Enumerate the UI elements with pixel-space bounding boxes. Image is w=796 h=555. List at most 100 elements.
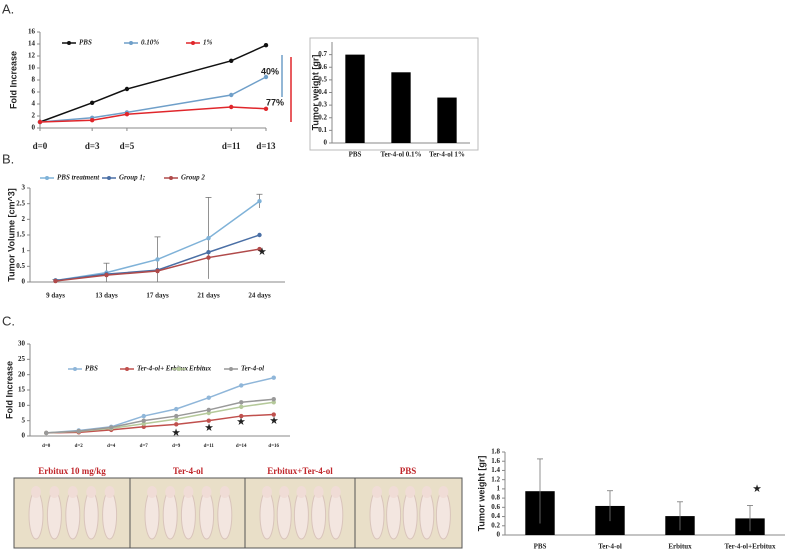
mouse: [293, 490, 309, 540]
y-tick-label: 2: [22, 215, 26, 223]
mouse: [28, 490, 44, 540]
x-tick-label: d=16: [268, 444, 279, 449]
x-tick-label: 17 days: [146, 292, 169, 300]
mouse: [311, 490, 327, 540]
data-point: [229, 58, 234, 63]
y-tick-label: 5: [22, 416, 26, 424]
y-axis-label: Fold Increase: [4, 361, 14, 419]
photos: [13, 477, 463, 549]
legend-label: 1%: [203, 39, 213, 47]
legend-marker: [229, 367, 233, 371]
data-point: [141, 424, 146, 429]
y-tick-label: 30: [18, 340, 26, 348]
x-tick-label: Ter-4-ol 0.1%: [380, 151, 421, 159]
annotation: 77%: [266, 97, 284, 107]
data-point: [206, 395, 211, 400]
x-tick-label: PBS: [349, 151, 362, 159]
x-tick-label: d=9: [172, 444, 181, 449]
mouse: [217, 490, 233, 540]
data-point: [44, 430, 49, 436]
y-tick-label: 14: [28, 40, 36, 48]
data-point: [271, 375, 276, 380]
x-tick-label: d=11: [222, 141, 241, 151]
mouse-head: [67, 486, 78, 498]
series-line: [39, 76, 267, 123]
x-tick-label: d=2: [75, 444, 84, 449]
y-tick-label: 15: [18, 386, 26, 394]
legend-label: PBS: [79, 39, 92, 47]
mouse: [102, 490, 118, 540]
mouse-head: [405, 486, 416, 498]
bar: [391, 72, 411, 143]
data-point: [271, 397, 276, 402]
y-tick-label: 1.8: [491, 448, 500, 456]
data-point: [124, 86, 130, 92]
y-tick-label: 1.5: [16, 231, 25, 239]
data-point: [109, 425, 114, 430]
x-tick-label: 21 days: [197, 292, 220, 300]
mouse: [162, 490, 178, 540]
legend-marker: [73, 367, 77, 371]
mouse-head: [279, 486, 290, 498]
mouse: [83, 490, 99, 540]
data-point: [271, 400, 276, 405]
mouse-head: [388, 486, 399, 498]
y-tick-label: 0.6: [491, 503, 500, 511]
y-tick-label: 10: [18, 401, 26, 409]
y-tick-label: 0: [497, 531, 501, 539]
data-point: [174, 416, 179, 422]
y-axis-label: Tumor weight [gr]: [310, 55, 320, 131]
y-tick-label: 6: [32, 88, 36, 96]
x-tick-label: Ter-4-ol: [598, 543, 622, 551]
y-tick-label: 0.5: [16, 262, 25, 270]
mouse: [199, 490, 215, 540]
y-tick-label: 0.5: [318, 75, 327, 83]
data-point: [89, 118, 95, 123]
panel-label: C.: [2, 313, 15, 328]
data-point: [141, 418, 146, 423]
y-tick-label: 4: [32, 100, 36, 108]
data-point: [174, 406, 179, 412]
y-tick-label: 0.2: [491, 521, 500, 529]
data-point: [229, 104, 234, 110]
x-tick-label: d=3: [85, 141, 100, 151]
x-tick-label: d=5: [120, 141, 135, 151]
data-point: [141, 413, 146, 419]
y-tick-label: 16: [28, 28, 36, 36]
y-axis-label: Tumor Volume [cm^3]: [6, 188, 16, 281]
series-line: [46, 398, 274, 434]
y-tick-label: 10: [28, 64, 36, 72]
y-tick-label: 0.4: [491, 512, 500, 520]
data-point: [174, 422, 179, 427]
photo-caption: Erbitux+Ter-4-ol: [267, 466, 333, 476]
y-tick-label: 2: [32, 112, 36, 120]
data-point: [239, 400, 244, 405]
x-tick-label: d=13: [256, 141, 276, 151]
y-tick-label: 12: [28, 52, 36, 60]
annotation: ★: [753, 483, 762, 493]
x-tick-label: Ter-4-ol+Erbitux: [725, 543, 776, 551]
mouse-head: [262, 486, 272, 498]
data-point: [206, 407, 211, 413]
data-point: [76, 428, 81, 434]
mouse-head: [330, 486, 341, 498]
mouse-head: [147, 486, 157, 498]
x-tick-label: Ter-4-ol 1%: [429, 151, 465, 159]
data-point: [257, 198, 262, 204]
x-tick-label: 9 days: [46, 292, 65, 300]
mouse-head: [104, 486, 115, 498]
data-point: [263, 106, 269, 112]
annotation: ★: [172, 427, 181, 437]
x-tick-label: d=0: [33, 141, 48, 151]
data-point: [206, 418, 211, 423]
x-tick-label: d=0: [42, 444, 51, 449]
x-tick-label: PBS: [534, 543, 547, 551]
data-point: [141, 421, 146, 426]
y-tick-label: 1.4: [491, 466, 500, 474]
data-point: [104, 272, 109, 278]
legend-marker: [45, 176, 49, 180]
mouse-head: [313, 486, 324, 498]
data-point: [239, 404, 244, 410]
mouse-head: [201, 486, 212, 498]
x-tick-label: 24 days: [248, 292, 271, 300]
